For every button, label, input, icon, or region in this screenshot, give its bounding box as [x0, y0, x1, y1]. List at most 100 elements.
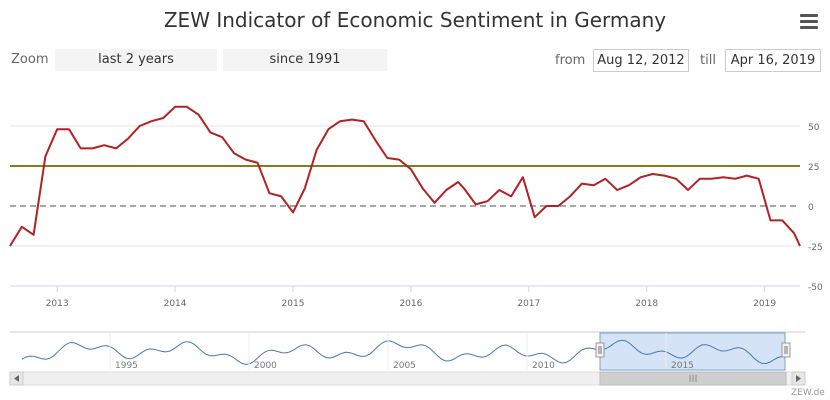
y-tick-label: 0 — [808, 203, 814, 213]
data-point — [463, 187, 466, 190]
data-point — [769, 219, 772, 222]
data-point — [510, 195, 513, 198]
data-point — [663, 174, 666, 177]
data-point — [628, 184, 631, 187]
data-point — [339, 120, 342, 123]
data-point — [474, 203, 477, 206]
x-tick-label: 2019 — [753, 299, 776, 309]
data-point — [486, 200, 489, 203]
data-point — [545, 205, 548, 208]
data-point — [433, 201, 436, 204]
range-till-label: till — [700, 53, 716, 68]
data-point — [20, 225, 23, 228]
navigator-x-axis: 1995 2000 2005 2010 2015 — [109, 333, 694, 371]
navigator-right-handle[interactable] — [781, 342, 791, 358]
chart-title: ZEW Indicator of Economic Sentiment in G… — [163, 8, 667, 32]
data-point — [592, 184, 595, 187]
data-point — [604, 177, 607, 180]
data-point — [409, 168, 412, 171]
zoom-label: Zoom — [11, 52, 49, 67]
data-point — [185, 105, 188, 108]
data-point — [386, 157, 389, 160]
navigator-tick-label: 1995 — [115, 361, 138, 371]
data-point — [197, 113, 200, 116]
navigator-tick-label: 2010 — [532, 361, 555, 371]
navigator[interactable]: 1995 2000 2005 2010 2015 — [10, 331, 805, 371]
data-point — [280, 195, 283, 198]
x-tick-label: 2018 — [635, 299, 658, 309]
chevron-left-icon — [14, 375, 19, 382]
data-point — [781, 219, 784, 222]
data-point — [115, 147, 118, 150]
range-from-label: from — [555, 53, 586, 68]
data-point — [327, 128, 330, 131]
navigator-tick-label: 2000 — [254, 361, 277, 371]
data-point — [734, 177, 737, 180]
data-point — [457, 181, 460, 184]
credit-link[interactable]: ZEW.de — [791, 388, 825, 398]
data-point — [292, 211, 295, 214]
y-tick-label: 50 — [808, 123, 820, 133]
data-point — [651, 173, 654, 176]
data-point — [79, 147, 82, 150]
zoom-last-2-years-button[interactable]: last 2 years — [55, 49, 217, 71]
x-tick-label: 2017 — [517, 299, 540, 309]
data-point — [162, 117, 165, 120]
data-point — [362, 120, 365, 123]
series-line — [9, 105, 801, 247]
x-tick-label: 2013 — [46, 299, 69, 309]
data-point — [244, 158, 247, 161]
data-point — [498, 189, 501, 192]
data-point — [56, 128, 59, 131]
range-till-input[interactable]: Apr 16, 2019 — [725, 49, 821, 72]
data-point — [799, 245, 802, 248]
data-point — [757, 177, 760, 180]
data-point — [126, 137, 129, 140]
data-point — [722, 176, 725, 179]
data-point — [793, 232, 796, 235]
data-point — [209, 131, 212, 134]
navigator-tick-label: 2015 — [671, 361, 694, 371]
y-tick-label: -50 — [808, 283, 823, 293]
hamburger-menu-icon[interactable] — [800, 14, 818, 30]
data-point — [569, 195, 572, 198]
zoom-since-1991-button[interactable]: since 1991 — [223, 49, 387, 71]
y-tick-label: 25 — [808, 163, 819, 173]
data-point — [421, 187, 424, 190]
data-point — [221, 136, 224, 139]
data-point — [68, 128, 71, 131]
range-from-input[interactable]: Aug 12, 2012 — [593, 49, 689, 72]
data-point — [174, 105, 177, 108]
x-tick-label: 2016 — [399, 299, 422, 309]
data-point — [639, 176, 642, 179]
y-axis: 50 25 0 -25 -50 — [808, 123, 823, 293]
data-point — [698, 177, 701, 180]
data-point — [32, 233, 35, 236]
data-point — [557, 205, 560, 208]
data-point — [687, 189, 690, 192]
data-point — [374, 139, 377, 142]
data-point — [616, 189, 619, 192]
y-tick-label: -25 — [808, 243, 823, 253]
data-point — [315, 149, 318, 152]
data-point — [521, 176, 524, 179]
x-tick-label: 2014 — [164, 299, 187, 309]
navigator-tick-label: 2005 — [393, 361, 416, 371]
data-point — [533, 216, 536, 219]
data-point — [710, 177, 713, 180]
data-point — [745, 174, 748, 177]
navigator-series-line — [21, 339, 783, 366]
data-point — [91, 147, 94, 150]
navigator-left-handle[interactable] — [595, 342, 605, 358]
data-point — [9, 245, 12, 248]
data-point — [138, 125, 141, 128]
data-point — [303, 187, 306, 190]
data-point — [445, 189, 448, 192]
x-axis: 2013 2014 2015 2016 2017 2018 2019 — [10, 285, 800, 309]
chevron-right-icon — [796, 375, 801, 382]
data-point — [233, 152, 236, 155]
data-point — [44, 155, 47, 158]
scrollbar[interactable] — [9, 371, 806, 386]
data-point — [675, 177, 678, 180]
